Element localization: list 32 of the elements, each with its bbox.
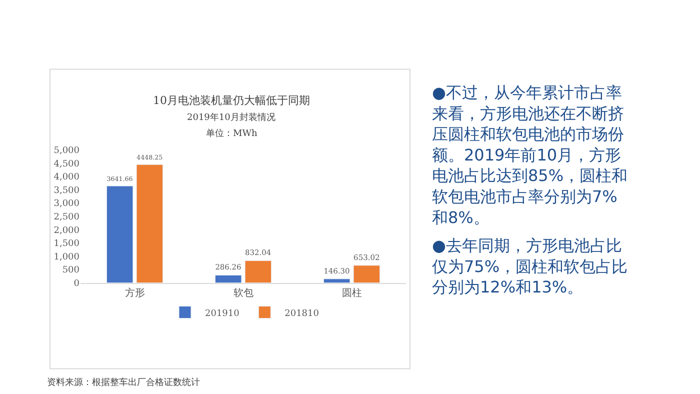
x-tick-label: 方形 xyxy=(124,286,145,299)
text: 单位：MWh xyxy=(206,128,258,139)
bar xyxy=(214,274,242,283)
text: 资料来源：根据整车出厂合格证数统计 xyxy=(47,377,200,388)
chart-subtitle: 2019年10月封装情况 xyxy=(187,112,276,123)
y-tick-label: 3,000 xyxy=(54,199,80,210)
y-tick-label: 5,000 xyxy=(54,146,80,156)
y-tick-label: 0 xyxy=(74,278,80,289)
legend-label: 201910 xyxy=(205,308,240,319)
data-label: 653.02 xyxy=(354,252,380,262)
bar xyxy=(244,260,272,283)
chart-title: 10月电池装机量仍大幅低于同期 xyxy=(153,94,310,107)
y-tick-label: 2,000 xyxy=(54,226,80,236)
bar xyxy=(106,186,134,283)
y-tick-label: 1,500 xyxy=(54,239,80,250)
data-label: 286.26 xyxy=(215,262,242,272)
bar xyxy=(323,278,350,283)
y-tick-label: 3,500 xyxy=(54,186,80,196)
data-label: 146.30 xyxy=(324,266,350,276)
text: ●不过，从今年累计市占率来看，方形电池还在不断挤压圆柱和软包电池的市场份额。2019年前10月，方形电池占比达到85%，圆柱和软包电池市占率分别为7%和8%。 xyxy=(432,83,628,227)
text: ●去年同期，方形电池占比仅为75%，圆柱和软包占比分别为12%和13%。 xyxy=(432,236,628,297)
x-tick-label: 圆柱 xyxy=(342,286,362,299)
bar xyxy=(353,265,380,283)
y-tick-label: 4,000 xyxy=(54,172,80,183)
data-label: 832.04 xyxy=(245,248,272,258)
y-tick-label: 1,000 xyxy=(54,252,80,262)
y-tick-label: 2,500 xyxy=(54,212,80,222)
x-tick-label: 软包 xyxy=(233,286,254,299)
legend-label: 201810 xyxy=(284,308,320,319)
y-tick-label: 4,500 xyxy=(54,159,80,170)
y-tick-label: 500 xyxy=(62,266,80,276)
bar xyxy=(136,164,164,283)
